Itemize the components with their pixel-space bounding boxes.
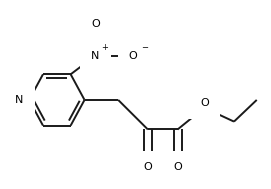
Text: +: + — [101, 43, 108, 52]
Text: N: N — [15, 95, 23, 105]
Text: O: O — [200, 98, 209, 108]
Text: O: O — [144, 162, 152, 172]
Text: O: O — [173, 162, 182, 172]
Text: −: − — [141, 43, 149, 52]
Text: O: O — [91, 19, 100, 29]
Text: N: N — [91, 51, 100, 61]
Text: O: O — [129, 51, 137, 61]
